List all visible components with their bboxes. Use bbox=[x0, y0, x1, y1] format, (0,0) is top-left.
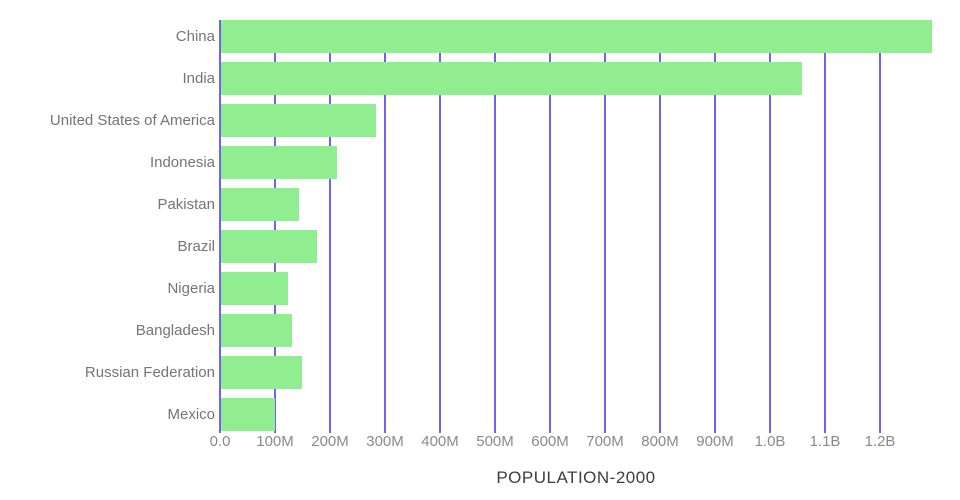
bar-indonesia bbox=[221, 146, 338, 179]
x-tick-label-1-0b: 1.0B bbox=[754, 433, 786, 450]
x-tick-label-200m: 200M bbox=[311, 433, 349, 450]
x-tick-label-500m: 500M bbox=[476, 433, 514, 450]
x-tick-label-800m: 800M bbox=[641, 433, 679, 450]
x-axis-title: POPULATION-2000 bbox=[496, 468, 656, 487]
bar-brazil bbox=[221, 230, 317, 263]
gridline-1.0B bbox=[769, 20, 771, 433]
gridline-700M bbox=[604, 20, 606, 433]
bar-china bbox=[221, 20, 933, 53]
gridline-900M bbox=[714, 20, 716, 433]
x-tick-label-1-1b: 1.1B bbox=[809, 433, 841, 450]
gridline-600M bbox=[549, 20, 551, 433]
y-axis-line bbox=[219, 20, 221, 433]
x-tick-label-400m: 400M bbox=[421, 433, 459, 450]
gridline-500M bbox=[494, 20, 496, 433]
y-tick-label-brazil: Brazil bbox=[177, 238, 215, 255]
gridline-300M bbox=[384, 20, 386, 433]
y-tick-label-nigeria: Nigeria bbox=[167, 280, 215, 297]
gridline-100M bbox=[274, 20, 276, 433]
bar-bangladesh bbox=[221, 314, 292, 347]
bar-mexico bbox=[221, 398, 276, 431]
y-tick-label-indonesia: Indonesia bbox=[149, 154, 215, 171]
y-tick-label-china: China bbox=[175, 28, 215, 45]
gridline-1.2B bbox=[879, 20, 881, 433]
bar-united-states-of-america bbox=[221, 104, 377, 137]
bar-india bbox=[221, 62, 803, 95]
y-tick-label-pakistan: Pakistan bbox=[157, 196, 215, 213]
x-tick-label-300m: 300M bbox=[366, 433, 404, 450]
y-tick-label-india: India bbox=[182, 70, 215, 87]
gridline-800M bbox=[659, 20, 661, 433]
x-tick-label-700m: 700M bbox=[586, 433, 624, 450]
bar-nigeria bbox=[221, 272, 288, 305]
y-tick-label-russian-federation: Russian Federation bbox=[84, 364, 215, 381]
y-tick-label-mexico: Mexico bbox=[167, 406, 215, 423]
gridline-400M bbox=[439, 20, 441, 433]
y-tick-label-bangladesh: Bangladesh bbox=[135, 322, 215, 339]
x-tick-label-1-2b: 1.2B bbox=[864, 433, 896, 450]
x-tick-label-900m: 900M bbox=[696, 433, 734, 450]
x-tick-label-600m: 600M bbox=[531, 433, 569, 450]
x-tick-label-0-0: 0.0 bbox=[209, 433, 231, 450]
bar-russian-federation bbox=[221, 356, 303, 389]
y-tick-label-united-states-of-america: United States of America bbox=[49, 112, 215, 129]
x-tick-label-100m: 100M bbox=[256, 433, 294, 450]
gridline-200M bbox=[329, 20, 331, 433]
bar-pakistan bbox=[221, 188, 300, 221]
gridline-1.1B bbox=[824, 20, 826, 433]
